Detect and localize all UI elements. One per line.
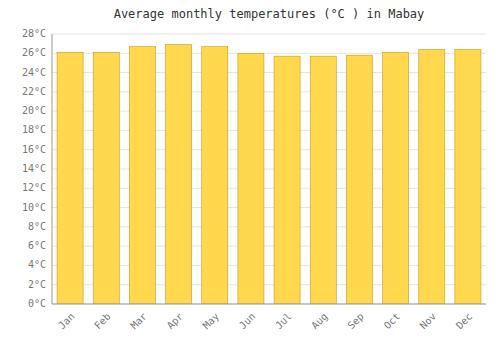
x-tick-label: Jan xyxy=(56,311,77,332)
bar xyxy=(238,53,264,304)
x-tick-label: Jul xyxy=(273,311,294,332)
y-tick-label: 22°C xyxy=(22,86,46,97)
bar xyxy=(383,52,409,304)
y-tick-label: 26°C xyxy=(22,47,46,58)
x-tick-label: Apr xyxy=(165,311,186,332)
bar xyxy=(166,45,192,304)
bar xyxy=(274,56,300,304)
y-tick-label: 16°C xyxy=(22,144,46,155)
y-tick-label: 28°C xyxy=(22,28,46,39)
y-tick-label: 14°C xyxy=(22,163,46,174)
x-axis: Jan Feb Mar Apr May Jun Jul Aug Sep Oct Nov Dec xyxy=(56,311,474,332)
grid-line xyxy=(52,34,486,35)
bar xyxy=(202,47,228,304)
y-tick-label: 2°C xyxy=(28,279,46,290)
y-axis-line xyxy=(52,34,53,304)
y-tick-label: 12°C xyxy=(22,182,46,193)
bar xyxy=(93,52,119,304)
chart-container: 0°C 2°C 4°C 6°C 8°C 10°C 12°C 14°C 16°C 18°C 20°C 2… xyxy=(0,0,500,350)
bar xyxy=(455,49,481,304)
y-axis: 0°C 2°C 4°C 6°C 8°C 10°C 12°C 14°C 16°C 18°C 20°C 2… xyxy=(22,28,46,309)
bar xyxy=(346,55,372,304)
grid-line xyxy=(52,304,486,305)
x-tick-label: Aug xyxy=(309,311,330,332)
y-tick-label: 0°C xyxy=(28,298,46,309)
x-tick-label: Jun xyxy=(237,311,258,332)
x-tick-label: May xyxy=(201,311,222,332)
x-axis-line xyxy=(52,304,486,305)
grid xyxy=(52,34,486,304)
x-tick-label: Mar xyxy=(128,311,149,332)
y-tick-label: 20°C xyxy=(22,105,46,116)
title: Average monthly temperatures (°C ) in Ma… xyxy=(114,7,425,21)
y-tick-label: 4°C xyxy=(28,259,46,270)
y-tick-label: 6°C xyxy=(28,240,46,251)
y-tick-label: 10°C xyxy=(22,202,46,213)
chart-svg: 0°C 2°C 4°C 6°C 8°C 10°C 12°C 14°C 16°C 18°C 20°C 2… xyxy=(0,0,500,350)
bar xyxy=(310,56,336,304)
x-tick-label: Nov xyxy=(418,311,439,332)
x-tick-label: Dec xyxy=(454,311,475,332)
x-tick-label: Sep xyxy=(345,311,366,332)
x-tick-label: Oct xyxy=(382,311,403,332)
y-tick-label: 8°C xyxy=(28,221,46,232)
x-tick-label: Feb xyxy=(92,311,113,332)
y-tick-label: 24°C xyxy=(22,67,46,78)
bar xyxy=(129,47,155,304)
y-tick-label: 18°C xyxy=(22,124,46,135)
bar xyxy=(57,52,83,304)
bars xyxy=(57,45,481,304)
bar xyxy=(419,49,445,304)
